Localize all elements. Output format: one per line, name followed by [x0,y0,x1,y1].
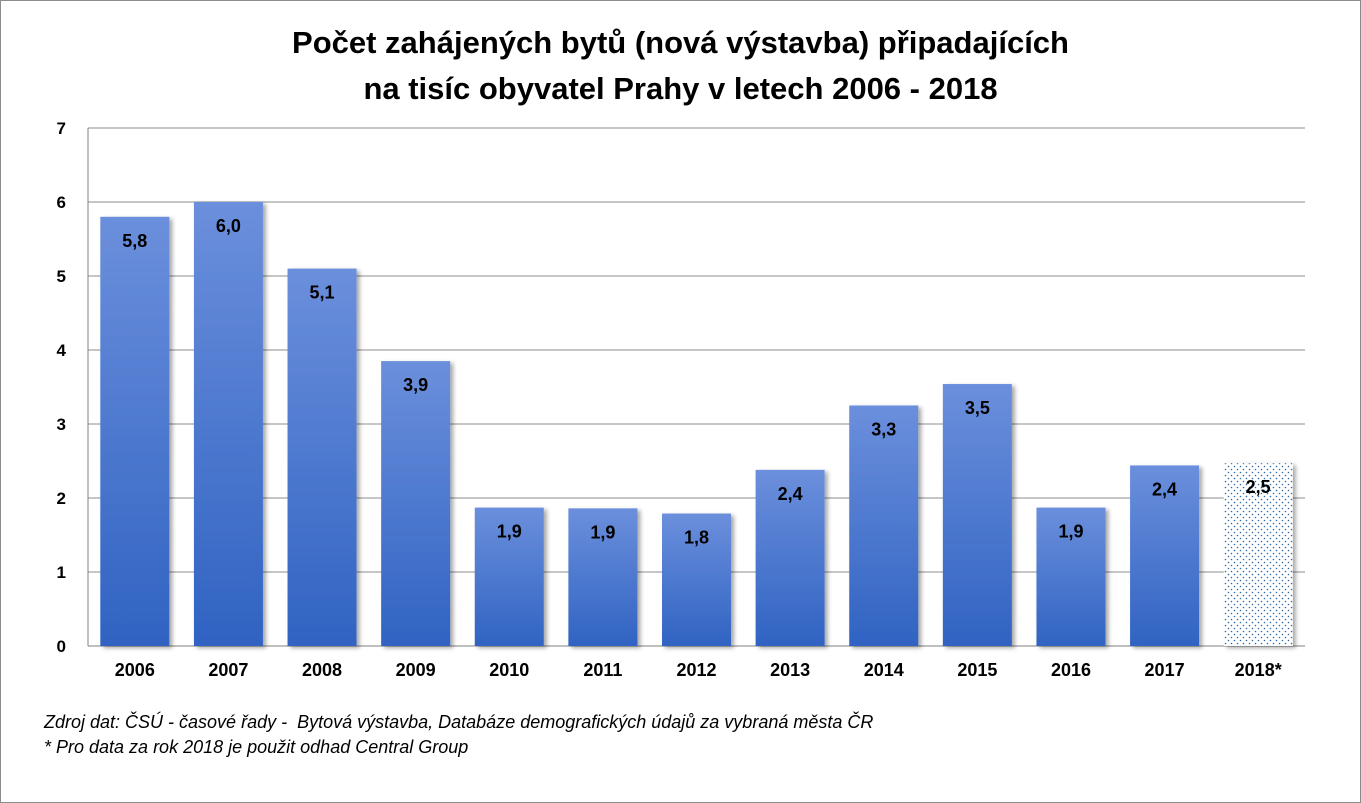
data-label: 1,9 [1058,522,1083,542]
x-tick-label: 2009 [396,660,436,680]
bar [1130,465,1200,646]
data-label: 2,5 [1246,477,1271,497]
data-label: 5,1 [310,283,335,303]
x-tick-label: 2013 [770,660,810,680]
x-tick-label: 2007 [208,660,248,680]
y-tick-label: 3 [57,415,66,434]
data-label: 2,4 [778,484,803,504]
chart-title-line-1: Počet zahájených bytů (nová výstavba) př… [292,25,1069,60]
data-label: 3,5 [965,398,990,418]
x-tick-label: 2006 [115,660,155,680]
estimate-footnote: * Pro data za rok 2018 je použit odhad C… [44,737,469,757]
bar [100,216,170,647]
bar [193,202,263,646]
bar [381,361,451,646]
data-label: 1,9 [497,522,522,542]
bar [568,508,638,646]
bar [287,268,357,646]
chart-title-line-2: na tisíc obyvatel Prahy v letech 2006 - … [363,71,998,106]
x-tick-label: 2015 [957,660,997,680]
x-tick-label: 2014 [864,660,904,680]
x-tick-label: 2012 [676,660,716,680]
bar [474,507,544,646]
data-label: 1,8 [684,528,709,548]
source-notes: Zdroj dat: ČSÚ - časové řady - Bytová vý… [44,710,873,760]
x-tick-label: 2016 [1051,660,1091,680]
bar [1036,507,1106,646]
y-tick-label: 4 [57,341,67,360]
data-label: 5,8 [122,231,147,251]
x-tick-label: 2011 [583,660,622,680]
x-tick-label: 2018* [1235,660,1282,680]
y-tick-label: 6 [57,193,66,212]
x-tick-label: 2017 [1145,660,1185,680]
data-label: 2,4 [1152,479,1177,499]
y-tick-label: 0 [57,637,66,656]
data-label: 6,0 [216,216,241,236]
bar-estimate [1223,463,1293,646]
chart-title: Počet zahájených bytů (nová výstavba) př… [0,20,1361,112]
bar [662,513,731,646]
x-tick-label: 2008 [302,660,342,680]
bar [942,384,1012,646]
bar [849,405,919,646]
y-tick-label: 1 [57,563,66,582]
y-tick-label: 5 [57,267,66,286]
data-label: 3,9 [403,375,428,395]
bar [755,469,825,646]
y-tick-label: 2 [57,489,66,508]
source-note: Zdroj dat: ČSÚ - časové řady - Bytová vý… [44,712,874,732]
y-tick-label: 7 [57,119,66,138]
data-label: 1,9 [590,522,615,542]
x-tick-label: 2010 [489,660,529,680]
data-label: 3,3 [871,420,896,440]
